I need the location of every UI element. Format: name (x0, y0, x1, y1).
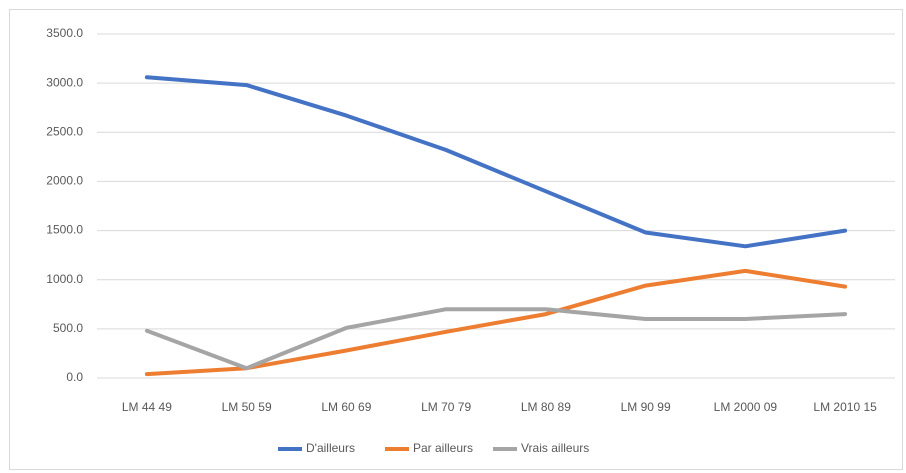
y-tick-label: 500.0 (53, 321, 83, 335)
y-tick-label: 3500.0 (46, 26, 83, 40)
y-tick-label: 3000.0 (46, 75, 83, 89)
y-tick-label: 2000.0 (46, 174, 83, 188)
x-tick-label: LM 90 99 (621, 400, 671, 414)
legend-label: D'ailleurs (306, 441, 355, 455)
legend-label: Par ailleurs (413, 441, 473, 455)
y-tick-label: 0.0 (66, 370, 83, 384)
x-tick-label: LM 60 69 (321, 400, 371, 414)
series-line (144, 75, 848, 249)
legend-label: Vrais ailleurs (521, 441, 589, 455)
y-tick-label: 1500.0 (46, 223, 83, 237)
series-line (144, 268, 848, 377)
x-tick-label: LM 80 89 (521, 400, 571, 414)
chart-border (9, 9, 903, 470)
y-tick-label: 1000.0 (46, 272, 83, 286)
x-tick-label: LM 70 79 (421, 400, 471, 414)
x-tick-label: LM 50 59 (222, 400, 272, 414)
x-tick-label: LM 2010 15 (813, 400, 877, 414)
y-tick-label: 2500.0 (46, 124, 83, 138)
x-tick-label: LM 44 49 (122, 400, 172, 414)
x-tick-label: LM 2000 09 (714, 400, 778, 414)
series-line (144, 307, 848, 371)
